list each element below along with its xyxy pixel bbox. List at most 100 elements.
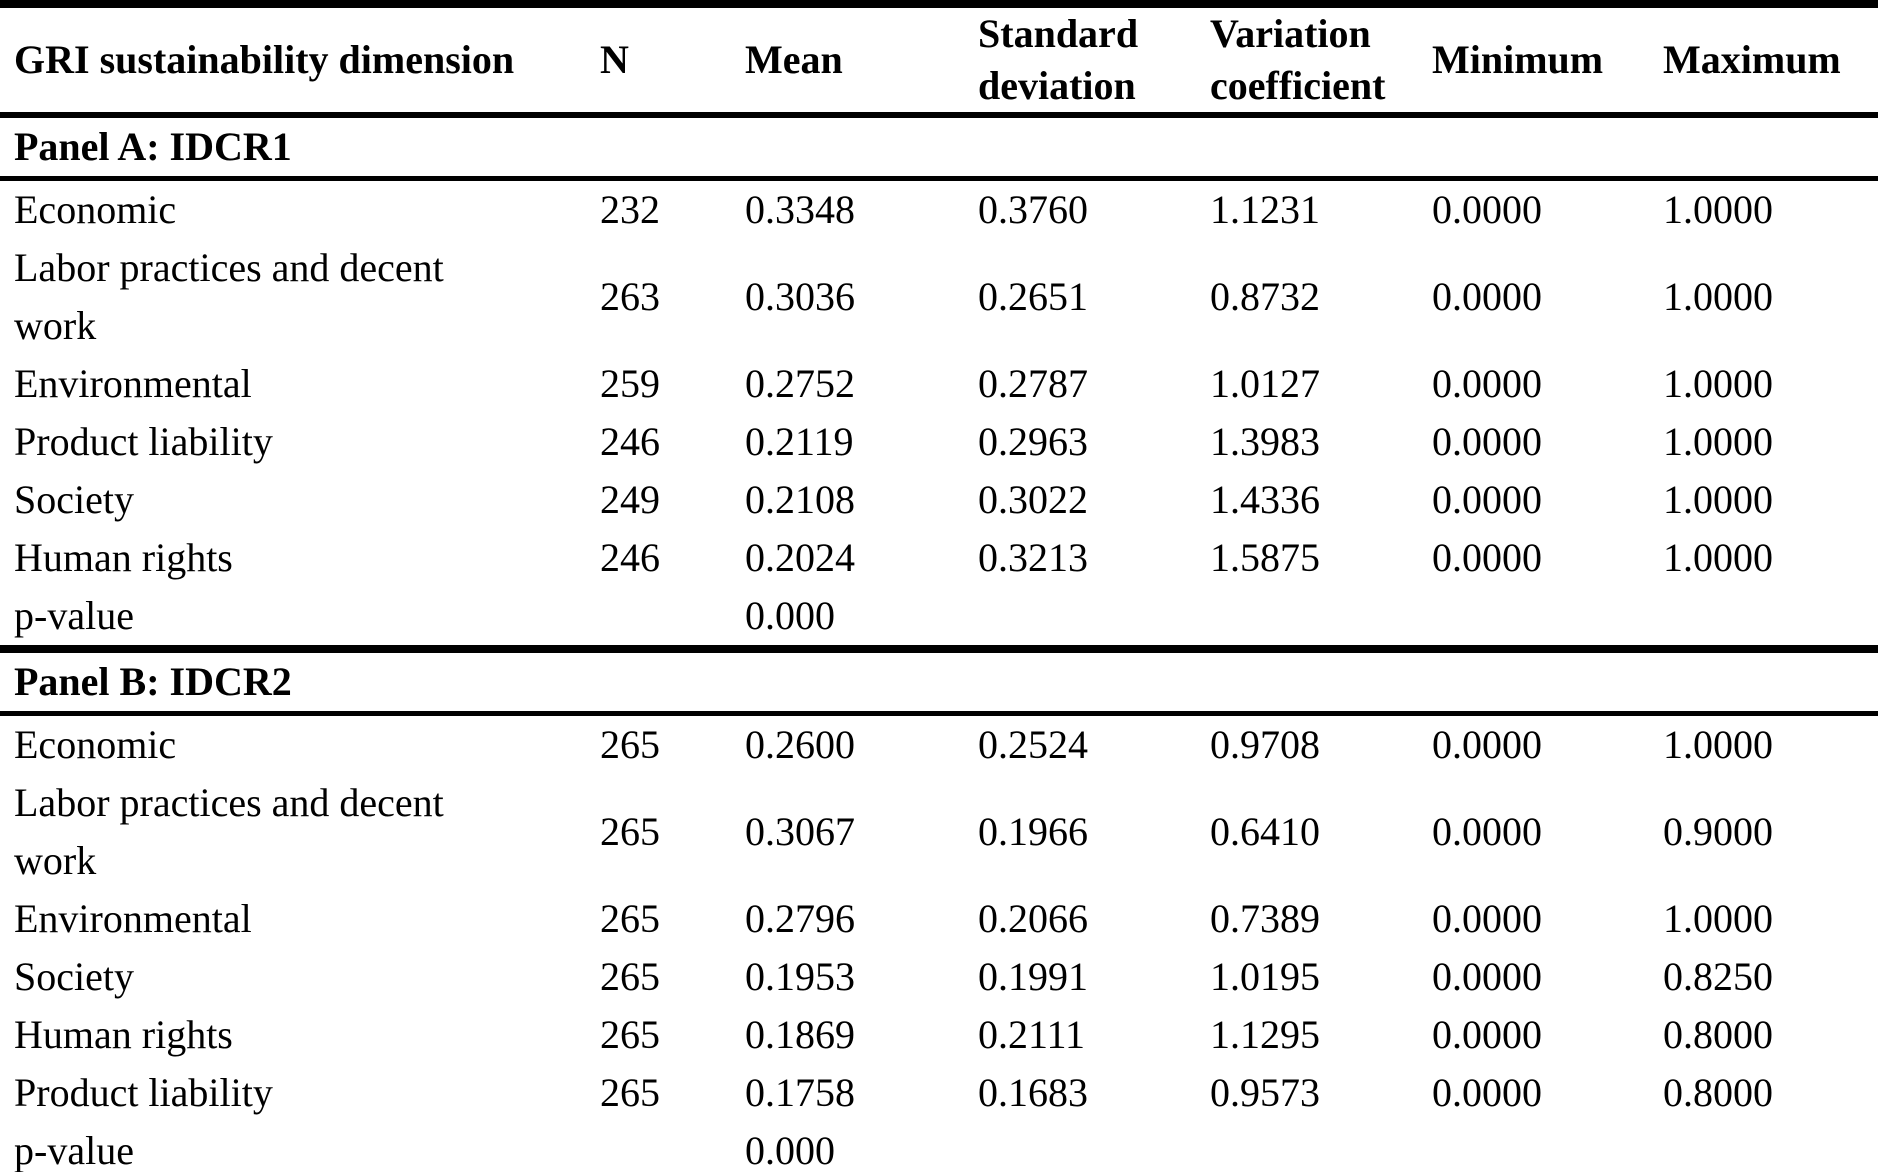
cell-max: 1.0000	[1663, 535, 1773, 580]
cell-min: 0.0000	[1432, 477, 1542, 522]
cell-sd: 0.3022	[978, 477, 1088, 522]
table-row: Economic 265 0.2600 0.2524 0.9708 0.0000…	[0, 714, 1878, 775]
cell-min: 0.0000	[1432, 722, 1542, 767]
cell-max	[1663, 1122, 1878, 1172]
cell-max	[1663, 587, 1878, 649]
cell-vc: 1.0127	[1210, 361, 1320, 406]
cell-dimension: Human rights	[14, 535, 233, 580]
p-value-mean: 0.000	[745, 1128, 835, 1172]
table-row: Human rights 246 0.2024 0.3213 1.5875 0.…	[0, 529, 1878, 587]
cell-n	[600, 1122, 745, 1172]
header-mean: Mean	[745, 37, 843, 82]
cell-min: 0.0000	[1432, 361, 1542, 406]
cell-n: 232	[600, 187, 660, 232]
cell-dimension: Society	[14, 954, 134, 999]
table-row: Environmental 259 0.2752 0.2787 1.0127 0…	[0, 355, 1878, 413]
cell-sd: 0.3213	[978, 535, 1088, 580]
cell-mean: 0.1953	[745, 954, 855, 999]
cell-sd: 0.2787	[978, 361, 1088, 406]
cell-vc: 1.5875	[1210, 535, 1320, 580]
cell-max: 1.0000	[1663, 274, 1773, 319]
cell-min	[1432, 1122, 1663, 1172]
cell-mean: 0.1758	[745, 1070, 855, 1115]
cell-dimension: Labor practices and decent work	[14, 245, 444, 348]
cell-vc: 1.4336	[1210, 477, 1320, 522]
header-variation-coefficient: Variation coefficient	[1210, 11, 1386, 108]
cell-sd	[978, 587, 1210, 649]
cell-vc: 1.1231	[1210, 187, 1320, 232]
cell-mean: 0.3036	[745, 274, 855, 319]
cell-vc: 0.9708	[1210, 722, 1320, 767]
cell-mean: 0.2024	[745, 535, 855, 580]
table-row: Labor practices and decent work 263 0.30…	[0, 239, 1878, 355]
cell-vc: 1.3983	[1210, 419, 1320, 464]
cell-mean: 0.1869	[745, 1012, 855, 1057]
table-row: Environmental 265 0.2796 0.2066 0.7389 0…	[0, 890, 1878, 948]
cell-max: 0.8000	[1663, 1070, 1773, 1115]
header-minimum: Minimum	[1432, 37, 1604, 82]
header-n: N	[600, 37, 629, 82]
cell-min: 0.0000	[1432, 274, 1542, 319]
cell-n: 246	[600, 419, 660, 464]
table-row: Human rights 265 0.1869 0.2111 1.1295 0.…	[0, 1006, 1878, 1064]
cell-vc: 1.1295	[1210, 1012, 1320, 1057]
cell-min: 0.0000	[1432, 896, 1542, 941]
cell-sd: 0.3760	[978, 187, 1088, 232]
cell-n: 249	[600, 477, 660, 522]
cell-mean: 0.2600	[745, 722, 855, 767]
panel-a-row: Panel A: IDCR1	[0, 115, 1878, 179]
cell-mean: 0.2119	[745, 419, 854, 464]
cell-vc	[1210, 587, 1432, 649]
header-standard-deviation: Standard deviation	[978, 11, 1139, 108]
p-value-mean: 0.000	[745, 593, 835, 638]
table-row: Economic 232 0.3348 0.3760 1.1231 0.0000…	[0, 179, 1878, 240]
cell-max: 1.0000	[1663, 722, 1773, 767]
panel-a-label: Panel A: IDCR1	[14, 124, 292, 169]
cell-sd: 0.1966	[978, 809, 1088, 854]
cell-max: 1.0000	[1663, 187, 1773, 232]
cell-mean: 0.2108	[745, 477, 855, 522]
p-value-row: p-value 0.000	[0, 587, 1878, 649]
cell-mean: 0.3348	[745, 187, 855, 232]
cell-max: 0.8250	[1663, 954, 1773, 999]
cell-vc: 0.9573	[1210, 1070, 1320, 1115]
cell-min: 0.0000	[1432, 187, 1542, 232]
cell-n: 265	[600, 809, 660, 854]
table-row: Society 249 0.2108 0.3022 1.4336 0.0000 …	[0, 471, 1878, 529]
cell-mean: 0.2752	[745, 361, 855, 406]
panel-b-label: Panel B: IDCR2	[14, 659, 292, 704]
table-row: Product liability 246 0.2119 0.2963 1.39…	[0, 413, 1878, 471]
cell-sd: 0.2111	[978, 1012, 1086, 1057]
cell-dimension: Human rights	[14, 1012, 233, 1057]
cell-vc	[1210, 1122, 1432, 1172]
cell-max: 1.0000	[1663, 477, 1773, 522]
p-value-row: p-value 0.000	[0, 1122, 1878, 1172]
cell-n: 263	[600, 274, 660, 319]
cell-max: 1.0000	[1663, 361, 1773, 406]
cell-dimension: Labor practices and decent work	[14, 780, 444, 883]
cell-n: 259	[600, 361, 660, 406]
cell-min: 0.0000	[1432, 1012, 1542, 1057]
cell-sd: 0.2066	[978, 896, 1088, 941]
cell-min: 0.0000	[1432, 419, 1542, 464]
cell-vc: 0.6410	[1210, 809, 1320, 854]
cell-min: 0.0000	[1432, 535, 1542, 580]
cell-sd: 0.2524	[978, 722, 1088, 767]
p-value-label: p-value	[14, 1128, 134, 1172]
cell-max: 1.0000	[1663, 419, 1773, 464]
table-row: Product liability 265 0.1758 0.1683 0.95…	[0, 1064, 1878, 1122]
cell-vc: 0.7389	[1210, 896, 1320, 941]
cell-min	[1432, 587, 1663, 649]
cell-n: 265	[600, 1070, 660, 1115]
header-row: GRI sustainability dimension N Mean Stan…	[0, 4, 1878, 115]
cell-n	[600, 587, 745, 649]
panel-b-row: Panel B: IDCR2	[0, 649, 1878, 714]
cell-n: 265	[600, 896, 660, 941]
cell-dimension: Product liability	[14, 419, 273, 464]
cell-dimension: Environmental	[14, 896, 252, 941]
p-value-label: p-value	[14, 593, 134, 638]
cell-min: 0.0000	[1432, 1070, 1542, 1115]
cell-sd	[978, 1122, 1210, 1172]
cell-min: 0.0000	[1432, 809, 1542, 854]
